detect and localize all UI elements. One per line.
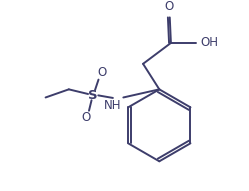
Text: O: O [97,66,106,79]
Text: OH: OH [200,36,218,49]
Text: O: O [81,111,90,124]
Text: O: O [164,0,174,13]
Text: NH: NH [104,99,122,112]
Text: S: S [88,89,98,102]
